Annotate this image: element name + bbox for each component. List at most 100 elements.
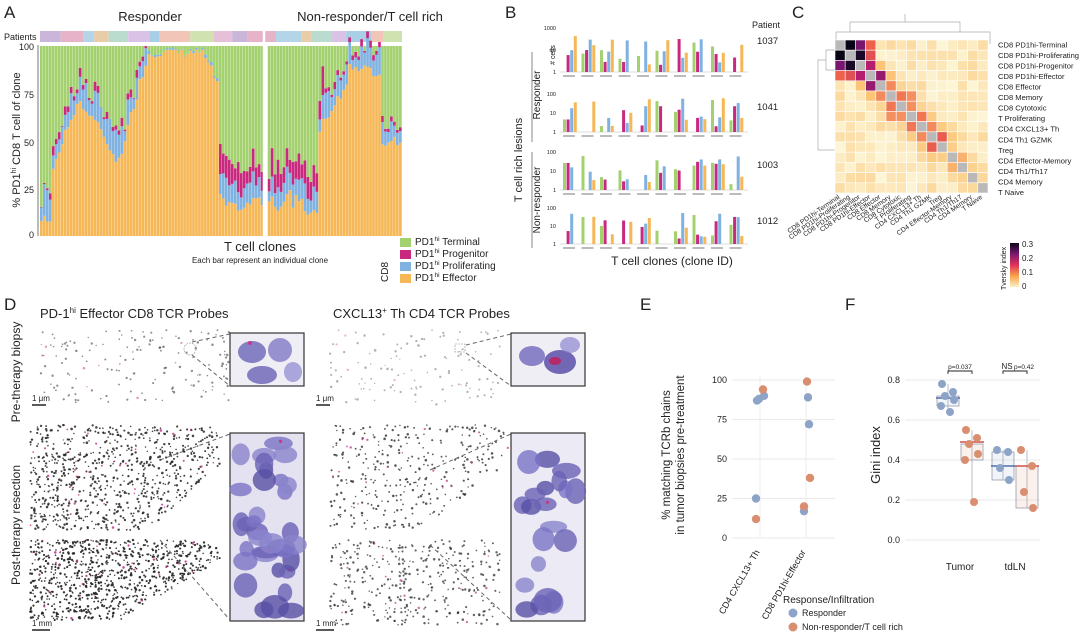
- tissue-dot: [172, 432, 175, 435]
- tissue-dot: [163, 506, 166, 508]
- panel-b-bar: [588, 171, 592, 190]
- tissue-dot: [153, 542, 156, 545]
- tissue-dot: [130, 446, 133, 449]
- tissue-dot: [225, 367, 228, 370]
- bar-segment-progenitor: [257, 164, 261, 178]
- bar-segment-effector: [270, 196, 274, 236]
- heatmap-cell: [977, 49, 989, 61]
- point-responder: [996, 464, 1004, 472]
- tissue-dot: [133, 492, 136, 495]
- tissue-dot: [129, 541, 131, 543]
- panel-b-bar: [647, 64, 651, 72]
- tissue-dot: [341, 431, 345, 434]
- tissue-dot: [116, 440, 119, 443]
- tissue-dot: [56, 581, 59, 584]
- tissue-dot: [442, 564, 445, 567]
- tissue-dot: [158, 455, 162, 458]
- bar-segment-terminal: [221, 46, 225, 154]
- bar-segment-proliferating: [84, 83, 88, 112]
- tissue-dot: [164, 483, 167, 486]
- tissue-dot: [102, 516, 105, 520]
- tissue-dot: [483, 584, 486, 588]
- bar-segment-effector: [279, 206, 283, 236]
- tissue-dot: [443, 582, 445, 585]
- tissue-dot: [65, 348, 68, 351]
- tissue-dot: [62, 591, 66, 594]
- tissue-dot: [385, 523, 389, 526]
- tissue-dot: [345, 557, 348, 560]
- bar-segment-proliferating: [378, 47, 381, 75]
- panel-label-a: A: [4, 3, 16, 22]
- bar-segment-terminal: [336, 46, 340, 71]
- tissue-dot: [137, 542, 139, 544]
- panel-f-ylabel: Gini index: [868, 426, 883, 484]
- tissue-dot: [452, 581, 455, 584]
- bar-segment-effector: [90, 116, 94, 236]
- tissue-dot: [404, 618, 407, 621]
- tissue-dot: [358, 547, 361, 550]
- panel-b-clone-id: [637, 75, 649, 77]
- bar-segment-effector: [42, 215, 46, 236]
- panel-b-clone-id: [711, 75, 723, 77]
- tissue-dot: [368, 492, 371, 495]
- bar-segment-effector: [132, 108, 136, 236]
- panel-b-bar: [714, 221, 718, 244]
- tissue-dot: [145, 460, 149, 464]
- tissue-dot: [375, 507, 378, 511]
- tissue-dot: [406, 459, 409, 462]
- tissue-dot: [94, 581, 97, 584]
- bar-segment-effector: [242, 207, 246, 236]
- tissue-dot: [164, 585, 167, 588]
- tissue-dot: [60, 479, 63, 482]
- panel-b-bar: [703, 236, 707, 244]
- panel-b-bar: [592, 180, 596, 190]
- panel-b-bar: [655, 160, 659, 190]
- tissue-dot: [196, 445, 199, 447]
- panel-b-clone-id: [637, 193, 649, 195]
- tissue-dot: [49, 489, 51, 492]
- tissue-dot: [151, 563, 154, 566]
- bar-segment-proliferating: [216, 78, 219, 82]
- tissue-dot: [49, 496, 52, 499]
- tissue-dot: [414, 400, 417, 403]
- panel-b-clone-id: [563, 135, 575, 137]
- tissue-dot: [126, 444, 129, 447]
- tissue-dot: [403, 586, 406, 589]
- tissue-dot: [139, 348, 142, 351]
- heatmap-cell: [855, 70, 866, 82]
- heatmap-cell: [967, 80, 979, 92]
- panel-b-bar: [625, 122, 629, 132]
- tissue-dot: [38, 547, 40, 549]
- tissue-dot: [184, 560, 187, 563]
- heatmap-cell: [834, 121, 846, 133]
- tissue-dot: [167, 442, 171, 446]
- tissue-dot: [475, 622, 478, 624]
- tissue-dot: [363, 605, 366, 608]
- panel-b-clone-id: [563, 75, 575, 77]
- tissue-dot: [77, 569, 81, 573]
- tissue-dot: [126, 398, 129, 401]
- tissue-dot: [139, 504, 141, 507]
- tissue-dot: [333, 518, 335, 521]
- point-nonresponder: [1029, 504, 1037, 512]
- tissue-dot: [369, 574, 372, 577]
- tissue-dot: [83, 476, 86, 479]
- bar-segment-proliferating: [336, 75, 340, 97]
- tissue-dot: [32, 493, 35, 496]
- bar-segment-effector: [48, 221, 52, 236]
- heatmap-cell: [916, 80, 928, 92]
- bar-segment-proliferating: [40, 207, 43, 221]
- tissue-dot: [185, 554, 188, 557]
- tissue-dot: [161, 451, 164, 454]
- tissue-dot: [89, 574, 92, 577]
- tissue-dot: [393, 439, 396, 442]
- panel-b-bar: [647, 217, 651, 244]
- tissue-dot: [109, 432, 112, 436]
- tissue-dot: [198, 563, 201, 566]
- tissue-dot: [166, 588, 169, 591]
- tissue-dot: [361, 568, 364, 571]
- tissue-dot: [71, 386, 74, 389]
- tissue-dot: [70, 484, 73, 487]
- tissue-dot: [153, 575, 155, 578]
- tissue-dot: [127, 596, 130, 599]
